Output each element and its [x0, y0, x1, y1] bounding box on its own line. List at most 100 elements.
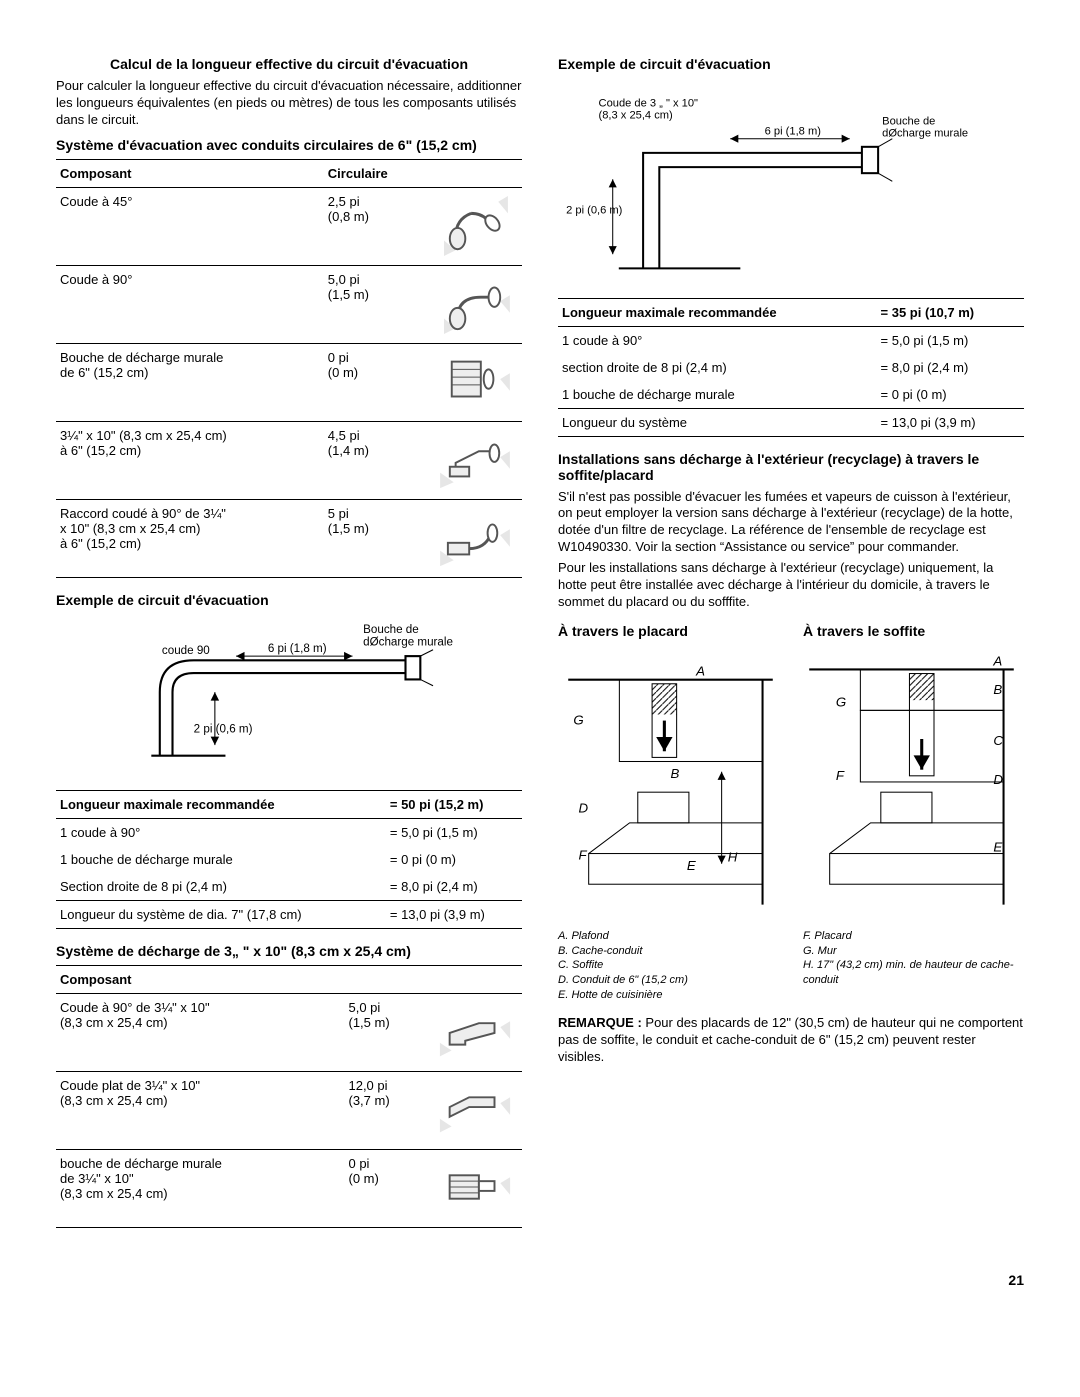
legend-a: A. Plafond [558, 929, 779, 944]
cell-coude45-val: 2,5 pi(0,8 m) [324, 187, 428, 265]
cell-trans: 3¼" x 10" (8,3 cm x 25,4 cm)à 6" (15,2 c… [56, 421, 324, 499]
ex2-r2l: section droite de 8 pi (2,4 m) [558, 354, 877, 381]
legend-g: G. Mur [803, 944, 1024, 959]
heading-calc: Calcul de la longueur effective du circu… [56, 56, 522, 72]
heading-soffite: À travers le soffite [803, 623, 1024, 639]
svg-text:Coude de 3 „ " x 10": Coude de 3 „ " x 10" [599, 97, 698, 109]
legend: A. Plafond B. Cache-conduit C. Soffite D… [558, 929, 1024, 1003]
icon-elbow45 [428, 187, 522, 265]
ex2-r4r: = 13,0 pi (3,9 m) [877, 408, 1024, 436]
para-recycle1: S'il n'est pas possible d'évacuer les fu… [558, 489, 1024, 557]
para-recycle2: Pour les installations sans décharge à l… [558, 560, 1024, 611]
ex1-r4r: = 13,0 pi (3,9 m) [386, 900, 522, 928]
icon-raccord90 [428, 499, 522, 577]
ex1-r2l: 1 bouche de décharge murale [56, 846, 386, 873]
diagram-vent-1: coude 90 Bouche de dØcharge murale 6 pi … [56, 618, 522, 777]
svg-text:F: F [578, 848, 587, 863]
page-number: 21 [56, 1272, 1024, 1288]
icon-rect-elbow90 [428, 993, 522, 1071]
svg-text:6 pi (1,8 m): 6 pi (1,8 m) [268, 642, 327, 655]
ex2-r2r: = 8,0 pi (2,4 m) [877, 354, 1024, 381]
diagram-placard: A G B D F E H [558, 649, 783, 915]
ex1-hdr-l: Longueur maximale recommandée [56, 790, 386, 818]
ex2-r1l: 1 coude à 90° [558, 326, 877, 354]
svg-text:E: E [993, 839, 1002, 854]
svg-text:B: B [671, 766, 680, 781]
legend-e: E. Hotte de cuisinière [558, 988, 779, 1003]
icon-elbow90 [428, 265, 522, 343]
remarque: REMARQUE : Pour des placards de 12" (30,… [558, 1015, 1024, 1066]
svg-text:Bouche de: Bouche de [363, 622, 419, 635]
ex2-r1r: = 5,0 pi (1,5 m) [877, 326, 1024, 354]
legend-f: F. Placard [803, 929, 1024, 944]
ex1-r1r: = 5,0 pi (1,5 m) [386, 818, 522, 846]
svg-text:dØcharge murale: dØcharge murale [363, 635, 453, 648]
table-example1: Longueur maximale recommandée = 50 pi (1… [56, 790, 522, 929]
cell-raccord: Raccord coudé à 90° de 3¼"x 10" (8,3 cm … [56, 499, 324, 577]
svg-text:2 pi (0,6 m): 2 pi (0,6 m) [194, 722, 253, 735]
table-sys3: Composant Coude à 90° de 3¼" x 10"(8,3 c… [56, 965, 522, 1228]
diagram-soffite: A B G C F D E [799, 649, 1024, 915]
legend-c: C. Soffite [558, 958, 779, 973]
para-calc: Pour calculer la longueur effective du c… [56, 78, 522, 129]
legend-b: B. Cache-conduit [558, 944, 779, 959]
s3-r1c: Coude à 90° de 3¼" x 10"(8,3 cm x 25,4 c… [56, 993, 344, 1071]
ex1-r3r: = 8,0 pi (2,4 m) [386, 873, 522, 901]
s3-r1v: 5,0 pi(1,5 m) [344, 993, 428, 1071]
cell-coude45: Coude à 45° [56, 187, 324, 265]
s3-r2c: Coude plat de 3¼" x 10"(8,3 cm x 25,4 cm… [56, 1071, 344, 1149]
heading-example1: Exemple de circuit d'évacuation [56, 592, 522, 608]
svg-text:G: G [836, 694, 846, 709]
svg-text:D: D [578, 800, 588, 815]
ex2-r4l: Longueur du système [558, 408, 877, 436]
ex2-r3l: 1 bouche de décharge murale [558, 381, 877, 409]
svg-text:H: H [728, 850, 738, 865]
cell-coude90-val: 5,0 pi(1,5 m) [324, 265, 428, 343]
svg-text:E: E [687, 858, 696, 873]
cell-coude90: Coude à 90° [56, 265, 324, 343]
svg-text:G: G [573, 713, 583, 728]
s3-r2v: 12,0 pi(3,7 m) [344, 1071, 428, 1149]
svg-text:2 pi (0,6 m): 2 pi (0,6 m) [566, 205, 623, 217]
svg-text:coude 90: coude 90 [162, 644, 210, 657]
th-composant: Composant [56, 159, 324, 187]
th-circulaire: Circulaire [324, 159, 428, 187]
heading-example2: Exemple de circuit d'évacuation [558, 56, 1024, 72]
th-composant2: Composant [56, 965, 522, 993]
ex1-r4l: Longueur du système de dia. 7" (17,8 cm) [56, 900, 386, 928]
s3-r3v: 0 pi(0 m) [344, 1149, 428, 1227]
svg-text:(8,3 x 25,4 cm): (8,3 x 25,4 cm) [599, 109, 673, 121]
legend-h: H. 17" (43,2 cm) min. de hauteur de cach… [803, 958, 1024, 988]
ex2-r3r: = 0 pi (0 m) [877, 381, 1024, 409]
legend-d: D. Conduit de 6" (15,2 cm) [558, 973, 779, 988]
heading-sys3: Système de décharge de 3„ " x 10" (8,3 c… [56, 943, 522, 959]
svg-text:A: A [992, 653, 1002, 668]
ex1-r2r: = 0 pi (0 m) [386, 846, 522, 873]
diagram-vent-2: Coude de 3 „ " x 10" (8,3 x 25,4 cm) Bou… [558, 82, 1024, 285]
svg-text:F: F [836, 768, 845, 783]
cell-bouche6: Bouche de décharge muralede 6" (15,2 cm) [56, 343, 324, 421]
table-sys6: Composant Circulaire Coude à 45° 2,5 pi(… [56, 159, 522, 578]
ex2-hdr-r: = 35 pi (10,7 m) [877, 298, 1024, 326]
svg-text:Bouche de: Bouche de [882, 116, 935, 128]
icon-rect-wallcap [428, 1149, 522, 1227]
cell-trans-val: 4,5 pi(1,4 m) [324, 421, 428, 499]
svg-text:B: B [993, 682, 1002, 697]
svg-text:dØcharge murale: dØcharge murale [882, 128, 968, 140]
icon-wallcap-round [428, 343, 522, 421]
heading-recycle: Installations sans décharge à l'extérieu… [558, 451, 1024, 483]
svg-text:A: A [695, 663, 705, 678]
table-example2: Longueur maximale recommandée = 35 pi (1… [558, 298, 1024, 437]
ex1-r3l: Section droite de 8 pi (2,4 m) [56, 873, 386, 901]
ex2-hdr-l: Longueur maximale recommandée [558, 298, 877, 326]
s3-r3c: bouche de décharge muralede 3¼" x 10"(8,… [56, 1149, 344, 1227]
icon-rect-flat-elbow [428, 1071, 522, 1149]
icon-transition [428, 421, 522, 499]
cell-bouche6-val: 0 pi(0 m) [324, 343, 428, 421]
heading-placard: À travers le placard [558, 623, 779, 639]
cell-raccord-val: 5 pi(1,5 m) [324, 499, 428, 577]
svg-text:C: C [993, 733, 1003, 748]
svg-text:D: D [993, 772, 1003, 787]
ex1-r1l: 1 coude à 90° [56, 818, 386, 846]
svg-text:6 pi (1,8 m): 6 pi (1,8 m) [765, 126, 822, 138]
